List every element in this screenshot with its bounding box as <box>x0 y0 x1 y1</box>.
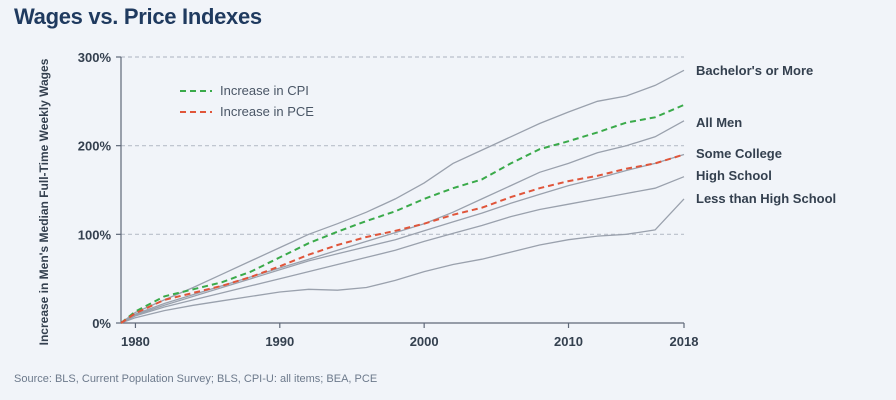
series-line-bachelor-s-or-more <box>120 69 685 324</box>
grid-layer <box>121 56 684 235</box>
x-tick-label: 2018 <box>670 334 699 349</box>
series-label: All Men <box>696 115 742 130</box>
label-layer: Bachelor's or More All Men Some College Hig… <box>696 63 836 206</box>
legend-label-pce: Increase in PCE <box>220 104 314 119</box>
series-line-increase-in-pce <box>120 153 685 324</box>
series-label: Some College <box>696 146 782 161</box>
source-note: Source: BLS, Current Population Survey; … <box>14 373 378 385</box>
series-line-high-school <box>120 176 685 324</box>
x-tick-label: 1980 <box>121 334 150 349</box>
y-tick-label: 0% <box>92 316 111 331</box>
chart-title: Wages vs. Price Indexes <box>14 4 262 29</box>
y-axis-title: Increase in Men's Median Full-Time Weekl… <box>37 58 51 345</box>
series-label: Less than High School <box>696 191 836 206</box>
series-layer <box>120 69 685 324</box>
series-line-less-than-high-school <box>120 198 685 324</box>
series-label: Bachelor's or More <box>696 63 813 78</box>
series-line-all-men <box>120 120 685 324</box>
legend: Increase in CPI Increase in PCE <box>180 83 314 119</box>
x-tick-label: 2000 <box>410 334 439 349</box>
y-tick-label: 200% <box>78 139 112 154</box>
x-tick-label: 1990 <box>265 334 294 349</box>
x-tick-label: 2010 <box>554 334 583 349</box>
series-line-increase-in-cpi <box>120 103 685 324</box>
series-line-some-college <box>120 153 685 324</box>
y-tick-label: 300% <box>78 50 112 65</box>
y-tick-label: 100% <box>78 227 112 242</box>
axis-layer: 0% 100% 200% 300% 1980 1990 2000 2010 2018 <box>78 50 699 349</box>
legend-label-cpi: Increase in CPI <box>220 83 309 98</box>
series-label: High School <box>696 168 772 183</box>
